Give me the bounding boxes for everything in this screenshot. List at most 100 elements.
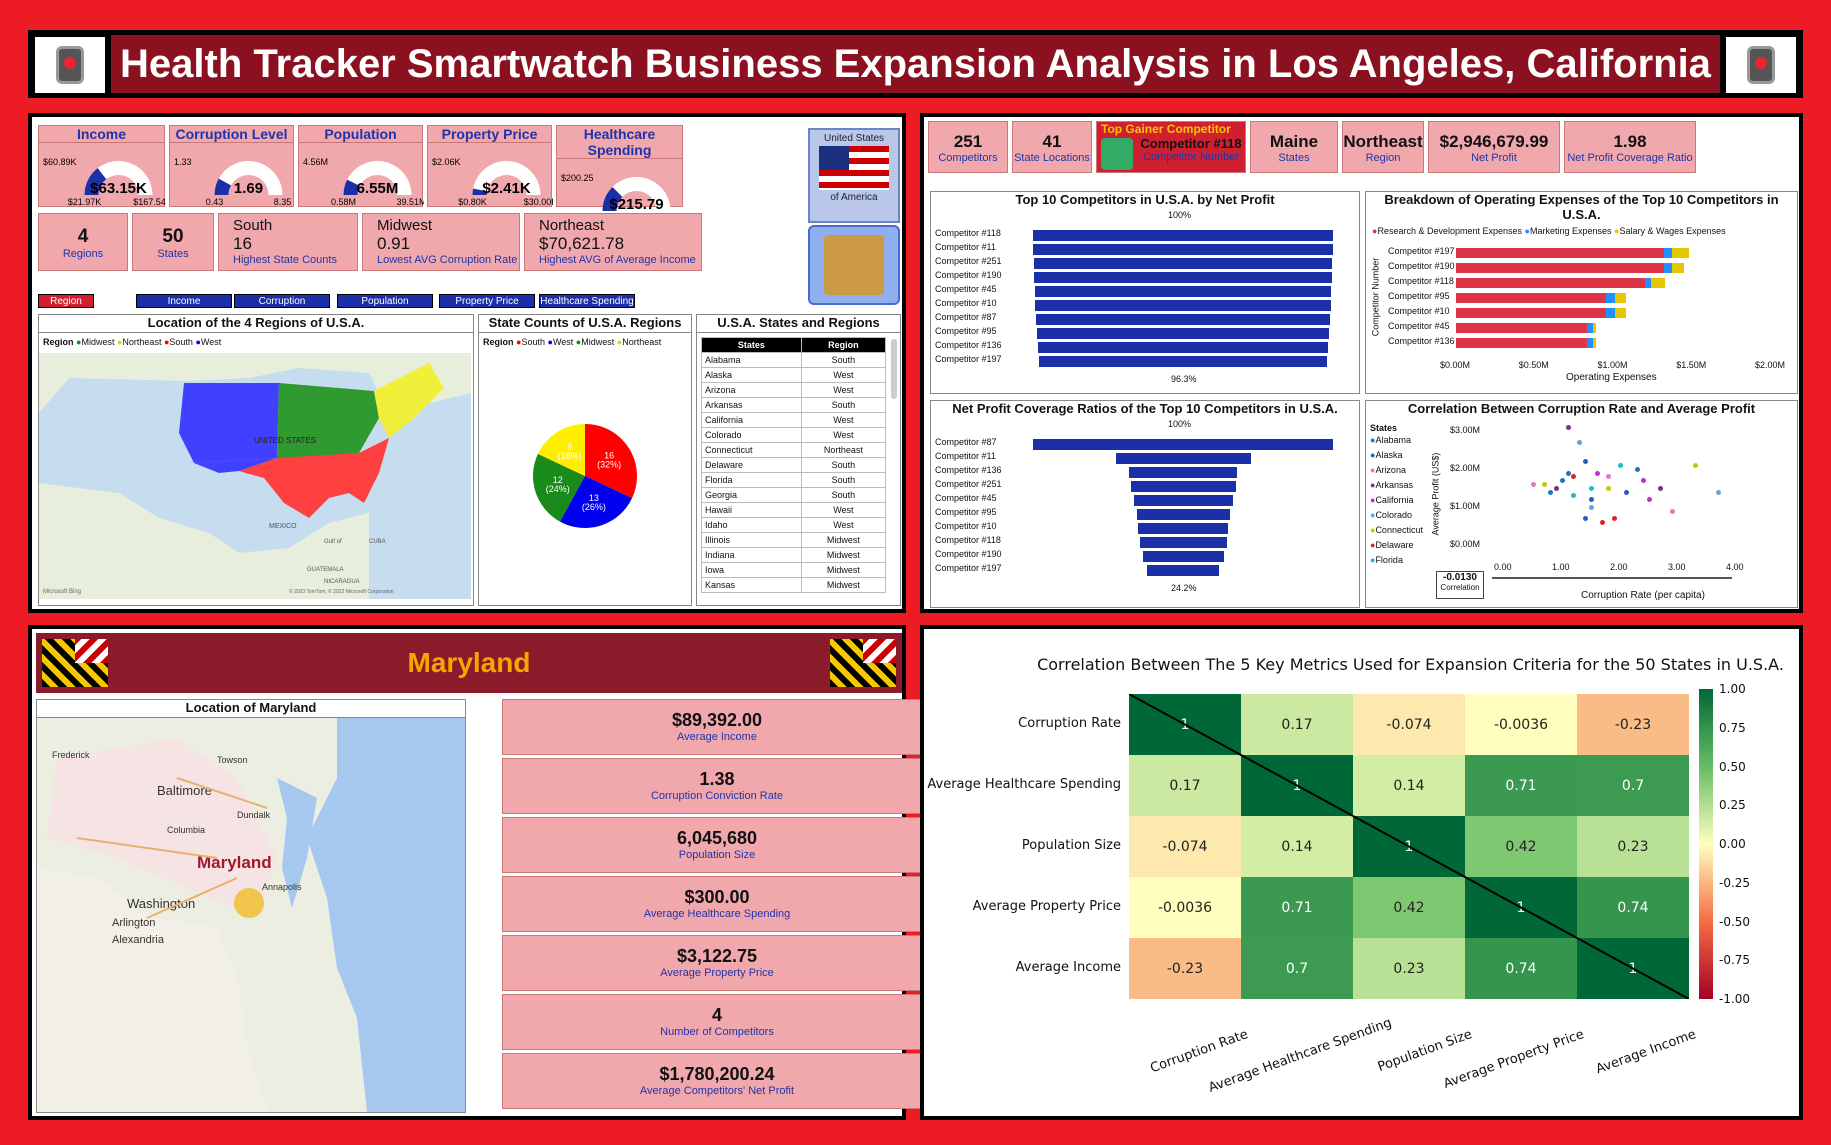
scatter-point[interactable] <box>1716 489 1722 495</box>
heatmap-cell[interactable]: 0.71 <box>1241 877 1353 938</box>
scatter-point[interactable] <box>1588 497 1594 503</box>
scatter-point[interactable] <box>1606 485 1612 491</box>
opex-bar-segment[interactable] <box>1605 308 1616 318</box>
south-region[interactable] <box>239 438 389 518</box>
heatmap-cell[interactable]: 0.23 <box>1577 816 1689 877</box>
opex-bar-segment[interactable] <box>1456 278 1645 288</box>
scatter-point[interactable] <box>1548 489 1554 495</box>
table-row[interactable]: Alaska West <box>701 367 887 383</box>
opex-bar-segment[interactable] <box>1586 323 1594 333</box>
usa-map-thumbnail[interactable] <box>808 225 900 305</box>
opex-bar-segment[interactable] <box>1615 293 1627 303</box>
scatter-legend-item[interactable]: ●Delaware <box>1370 540 1414 550</box>
heatmap-cell[interactable]: 0.42 <box>1353 877 1465 938</box>
heatmap-cell[interactable]: 0.74 <box>1577 877 1689 938</box>
table-row[interactable]: Connecticut Northeast <box>701 442 887 458</box>
heatmap-cell[interactable]: 0.7 <box>1241 938 1353 999</box>
opex-bar-segment[interactable] <box>1593 323 1597 333</box>
table-row[interactable]: Georgia South <box>701 487 887 503</box>
table-row[interactable]: Iowa Midwest <box>701 562 887 578</box>
opex-bar-segment[interactable] <box>1593 338 1597 348</box>
scatter-point[interactable] <box>1571 493 1577 499</box>
table-row[interactable]: Kansas Midwest <box>701 577 887 593</box>
table-row[interactable]: Delaware South <box>701 457 887 473</box>
table-header[interactable]: States <box>701 337 802 353</box>
filter-button[interactable]: Region <box>38 294 94 308</box>
opex-bar-segment[interactable] <box>1456 338 1587 348</box>
net-profit-funnel[interactable]: 100% Competitor #118 Competitor #11 Competi… <box>931 210 1361 395</box>
heatmap-cell[interactable]: 0.74 <box>1465 938 1577 999</box>
table-row[interactable]: Colorado West <box>701 427 887 443</box>
heatmap-cell[interactable]: -0.23 <box>1129 938 1241 999</box>
scatter-slider[interactable] <box>1492 577 1732 579</box>
funnel-bar[interactable] <box>1136 509 1230 520</box>
opex-bar-segment[interactable] <box>1671 248 1690 258</box>
funnel-bar[interactable] <box>1033 439 1333 450</box>
gauge-card[interactable]: Property Price $2.41K $2.06K $0.80K $30.00K <box>427 125 557 207</box>
scatter-point[interactable] <box>1583 516 1588 522</box>
scatter-legend-item[interactable]: ●Colorado <box>1370 510 1412 520</box>
opex-bar-segment[interactable] <box>1671 263 1685 273</box>
scatter-point[interactable] <box>1646 497 1652 503</box>
opex-bar-segment[interactable] <box>1456 248 1664 258</box>
northeast-region[interactable] <box>374 363 444 438</box>
opex-bar-segment[interactable] <box>1663 263 1672 273</box>
heatmap-cell[interactable]: 0.14 <box>1353 755 1465 816</box>
funnel-bar[interactable] <box>1034 286 1332 297</box>
region-pie-chart[interactable]: 16 (32%) 13 (26%) 12 (24%) 9 (18%) <box>479 351 691 601</box>
heatmap-cell[interactable]: -0.074 <box>1353 694 1465 755</box>
funnel-bar[interactable] <box>1037 342 1329 353</box>
funnel-bar[interactable] <box>1033 258 1333 269</box>
coverage-funnel[interactable]: 100% Competitor #87 Competitor #11 Competit… <box>931 419 1361 609</box>
opex-bar-segment[interactable] <box>1586 338 1594 348</box>
opex-bar-segment[interactable] <box>1456 263 1664 273</box>
heatmap-cell[interactable]: 0.7 <box>1577 755 1689 816</box>
heatmap-cell[interactable]: 0.71 <box>1465 755 1577 816</box>
table-scrollbar[interactable] <box>891 339 897 399</box>
opex-bar-segment[interactable] <box>1651 278 1666 288</box>
scatter-point[interactable] <box>1641 478 1646 484</box>
scatter-point[interactable] <box>1577 440 1583 446</box>
opex-bar-segment[interactable] <box>1663 248 1672 258</box>
funnel-bar[interactable] <box>1034 272 1332 283</box>
table-row[interactable]: Idaho West <box>701 517 887 533</box>
table-row[interactable]: Hawaii West <box>701 502 887 518</box>
scatter-point[interactable] <box>1542 482 1548 487</box>
scatter-point[interactable] <box>1606 474 1612 480</box>
opex-bar-segment[interactable] <box>1645 278 1652 288</box>
scatter-point[interactable] <box>1594 470 1600 476</box>
table-row[interactable]: Illinois Midwest <box>701 532 887 548</box>
scatter-point[interactable] <box>1670 508 1675 514</box>
opex-stacked-bar-chart[interactable]: Competitor #197 Competitor #190 Competitor… <box>1366 242 1799 394</box>
funnel-bar[interactable] <box>1036 328 1330 339</box>
funnel-bar[interactable] <box>1133 495 1233 506</box>
heatmap-cell[interactable]: 0.17 <box>1129 755 1241 816</box>
table-header[interactable]: Region <box>800 337 887 353</box>
scatter-legend-item[interactable]: ●California <box>1370 495 1414 505</box>
opex-bar-segment[interactable] <box>1615 308 1627 318</box>
table-row[interactable]: Florida South <box>701 472 887 488</box>
scatter-point[interactable] <box>1693 463 1699 468</box>
gauge-card[interactable]: Income $63.15K $60.89K $21.97K $167.54K <box>38 125 172 207</box>
gauge-card[interactable]: Corruption Level 1.69 1.33 0.43 8.35 <box>169 125 294 207</box>
scatter-point[interactable] <box>1635 466 1641 472</box>
corruption-profit-scatter[interactable]: States ●Alabama ●Alaska ●Arizona ●Arkansas ●C… <box>1366 419 1799 609</box>
usa-flag-card[interactable]: United States of America <box>808 128 900 223</box>
maryland-marker[interactable] <box>234 888 264 918</box>
scatter-point[interactable] <box>1530 482 1536 487</box>
scatter-point[interactable] <box>1658 485 1664 491</box>
scatter-point[interactable] <box>1588 504 1594 510</box>
heatmap-cell[interactable]: 0.14 <box>1241 816 1353 877</box>
filter-button[interactable]: Population <box>337 294 433 308</box>
funnel-bar[interactable] <box>1130 481 1236 492</box>
heatmap-cell[interactable]: -0.23 <box>1577 694 1689 755</box>
scatter-legend-item[interactable]: ●Connecticut <box>1370 525 1423 535</box>
filter-button[interactable]: Healthcare Spending <box>539 294 635 308</box>
table-row[interactable]: Arkansas South <box>701 397 887 413</box>
scatter-legend-item[interactable]: ●Alabama <box>1370 435 1411 445</box>
midwest-region[interactable] <box>277 383 379 458</box>
gauge-card[interactable]: Healthcare Spending$215.79$200.25$25.00$… <box>556 125 687 223</box>
filter-button[interactable]: Corruption <box>234 294 330 308</box>
funnel-bar[interactable] <box>1033 230 1333 241</box>
scatter-point[interactable] <box>1559 478 1565 484</box>
